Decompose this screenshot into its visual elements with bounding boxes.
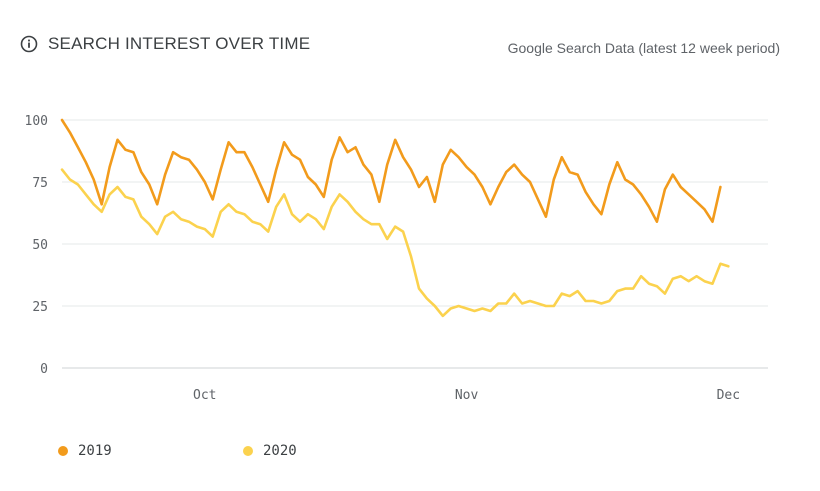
data-source-label: Google Search Data (latest 12 week perio…	[507, 40, 780, 56]
chart-header: SEARCH INTEREST OVER TIME	[20, 34, 310, 54]
legend-item-2019[interactable]: 2019	[58, 443, 243, 459]
info-icon[interactable]	[20, 35, 38, 53]
legend-item-2020[interactable]: 2020	[243, 443, 428, 459]
chart-title: SEARCH INTEREST OVER TIME	[48, 34, 311, 53]
series-line-2019	[60, 118, 722, 223]
y-tick-label: 75	[32, 176, 48, 191]
y-tick-label: 25	[32, 300, 48, 315]
y-tick-label: 50	[32, 238, 48, 253]
legend: 2019 2020	[58, 443, 428, 459]
series-line-2020	[60, 168, 730, 318]
legend-label: 2020	[263, 443, 297, 459]
x-tick-label: Nov	[455, 388, 479, 403]
legend-swatch	[58, 446, 68, 456]
y-tick-label: 100	[25, 114, 48, 129]
legend-swatch	[243, 446, 253, 456]
legend-label: 2019	[78, 443, 112, 459]
x-tick-label: Oct	[193, 388, 216, 403]
line-chart: 0 25 50 75 100 Oct Nov Dec	[25, 114, 768, 403]
y-tick-label: 0	[40, 362, 48, 377]
x-tick-label: Dec	[717, 388, 740, 403]
